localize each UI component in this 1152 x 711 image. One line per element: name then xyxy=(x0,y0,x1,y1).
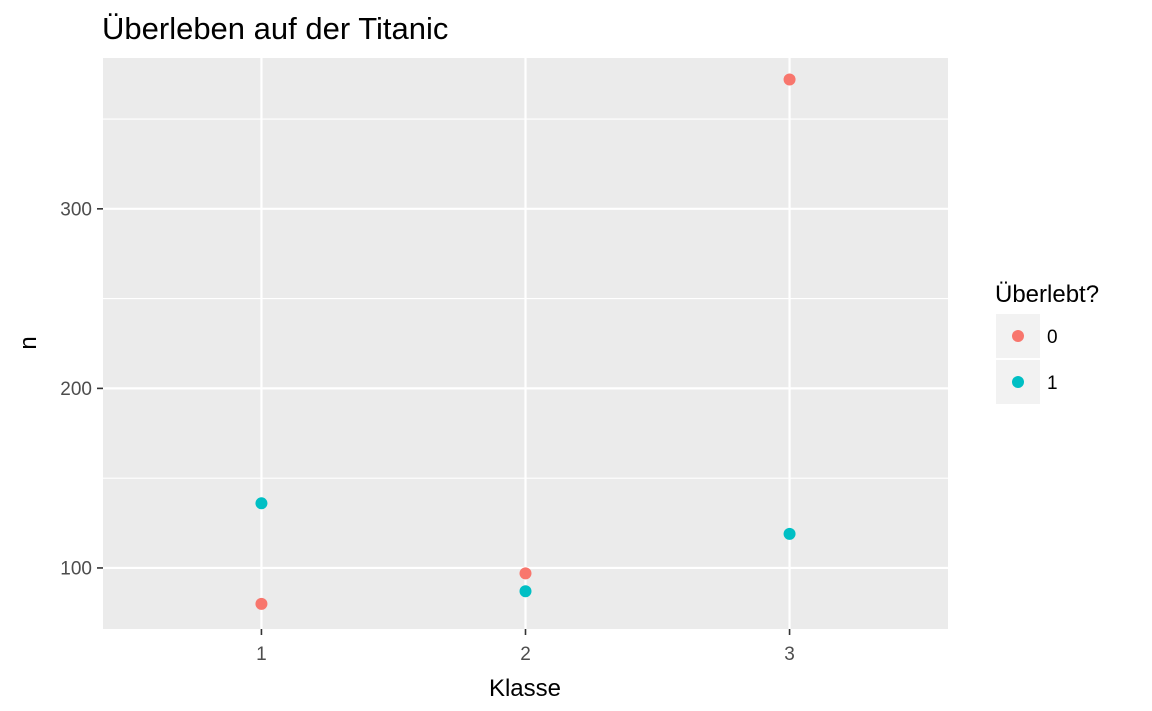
data-point-series-1 xyxy=(255,497,268,510)
y-tick-label: 100 xyxy=(60,558,92,579)
y-tick-label: 300 xyxy=(60,199,92,220)
x-tick-label: 3 xyxy=(784,644,795,665)
legend-label-1: 1 xyxy=(1047,373,1058,394)
legend-key-0 xyxy=(1012,330,1024,342)
data-point-series-0 xyxy=(783,73,796,86)
legend-label-0: 0 xyxy=(1047,327,1058,348)
y-axis-title: n xyxy=(15,336,42,349)
data-point-series-0 xyxy=(519,567,532,580)
legend-title: Überlebt? xyxy=(995,281,1099,308)
x-axis-title: Klasse xyxy=(489,675,561,702)
y-axis: 100 200 300 xyxy=(60,199,103,579)
legend-items: 01 xyxy=(996,314,1058,404)
x-axis: 1 2 3 xyxy=(256,629,795,665)
chart-title: Überleben auf der Titanic xyxy=(102,11,448,46)
y-tick-label: 200 xyxy=(60,379,92,400)
data-point-series-1 xyxy=(519,585,532,598)
legend: Überlebt? 01 xyxy=(995,281,1099,404)
x-tick-label: 2 xyxy=(520,644,531,665)
x-tick-label: 1 xyxy=(256,644,267,665)
data-points xyxy=(255,73,796,610)
data-point-series-1 xyxy=(783,527,796,540)
data-point-series-0 xyxy=(255,597,268,610)
legend-key-1 xyxy=(1012,376,1024,388)
